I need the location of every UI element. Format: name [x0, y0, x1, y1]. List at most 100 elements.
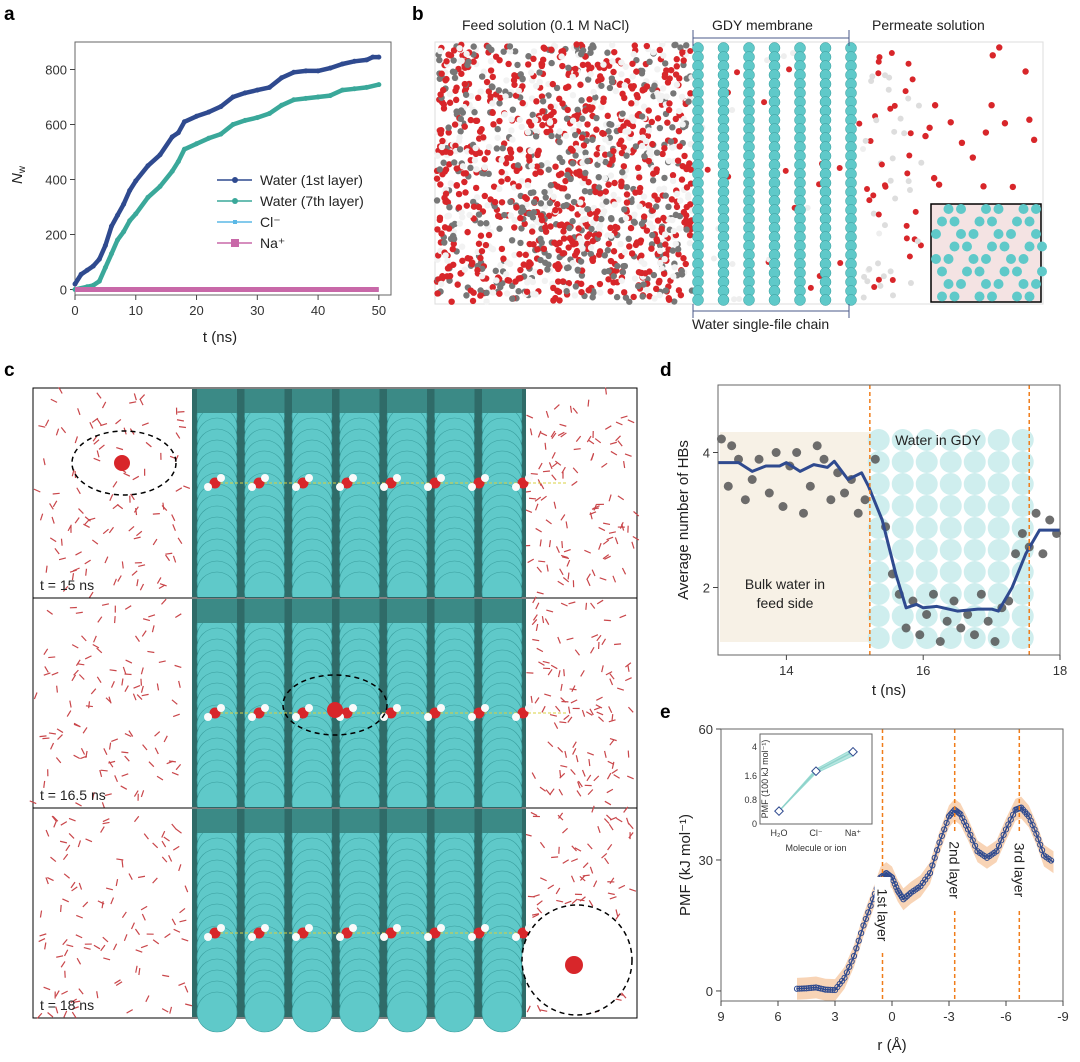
water-atom: [513, 167, 520, 175]
gdy-atom: [386, 991, 428, 1033]
water-atom: [875, 260, 882, 267]
label-mask: [946, 832, 963, 908]
water-bond: [102, 528, 109, 535]
water-bond: [608, 719, 616, 723]
data-point: [938, 832, 945, 840]
water-atom: [687, 47, 694, 54]
water-bond: [132, 475, 140, 481]
gdy-column-top: [387, 599, 427, 623]
gdy-atom: [949, 216, 960, 227]
gdy-backdrop-atom: [939, 517, 962, 539]
data-point: [1033, 830, 1040, 837]
water-bond: [163, 735, 168, 743]
water-atom: [445, 124, 452, 131]
water-atom: [611, 48, 618, 56]
data-point: [72, 281, 78, 287]
water-atom: [516, 146, 524, 153]
water-bond: [133, 536, 141, 540]
data-point: [858, 930, 865, 937]
hydrogen-atom: [305, 704, 313, 712]
water-atom: [502, 159, 510, 167]
water-atom: [556, 128, 563, 135]
data-point: [376, 82, 382, 88]
water-atom: [1001, 120, 1009, 127]
water-atom: [478, 273, 486, 280]
data-point: [829, 986, 836, 994]
water-atom: [614, 224, 621, 231]
data-point: [145, 163, 151, 169]
water-atom: [607, 232, 615, 239]
gdy-backdrop-atom: [915, 473, 938, 495]
water-bond: [48, 656, 56, 659]
hydrogen-atom: [512, 713, 520, 721]
water-bond: [602, 554, 610, 560]
water-atom: [582, 149, 589, 156]
water-atom: [651, 295, 658, 302]
highlight-ellipse: [71, 430, 177, 496]
water-atom: [588, 225, 595, 233]
water-bond: [161, 856, 168, 863]
gdy-atom: [1031, 229, 1041, 239]
water-atom: [504, 175, 511, 183]
water-atom: [483, 220, 490, 227]
water-atom: [677, 44, 684, 51]
scatter-point: [915, 630, 925, 640]
water-bond: [128, 730, 134, 737]
water-atom: [506, 146, 514, 153]
gdy-column-top: [339, 809, 380, 833]
panel-a-ytick-label: 400: [45, 173, 67, 188]
water-atom: [438, 127, 445, 134]
water-bond: [141, 422, 149, 426]
water-atom: [554, 201, 561, 208]
water-bond: [101, 603, 110, 606]
water-atom: [574, 106, 581, 113]
water-bond: [593, 880, 598, 888]
water-atom: [656, 124, 664, 132]
water-atom: [449, 68, 457, 75]
water-bond: [541, 705, 546, 713]
water-atom: [665, 203, 672, 211]
water-atom: [494, 134, 501, 141]
water-atom: [625, 235, 632, 243]
water-bond: [85, 750, 88, 758]
water-bond: [609, 896, 617, 900]
water-atom: [636, 203, 643, 210]
water-atom: [674, 157, 682, 164]
water-bond: [67, 524, 72, 532]
scatter-point: [1038, 549, 1048, 559]
water-atom: [453, 165, 460, 172]
water-atom: [559, 62, 566, 70]
water-atom: [658, 225, 665, 233]
water-atom: [619, 269, 627, 276]
water-bond: [560, 554, 568, 559]
hydrogen-atom: [424, 483, 432, 491]
water-atom: [483, 289, 490, 297]
water-atom: [487, 58, 495, 65]
water-bond: [133, 684, 141, 689]
water-atom: [782, 167, 789, 174]
water-atom: [922, 132, 929, 140]
water-atom: [634, 164, 642, 172]
water-atom: [577, 199, 584, 206]
water-atom: [434, 226, 441, 233]
water-atom: [636, 184, 644, 192]
gdy-backdrop-atom: [939, 473, 962, 495]
water-atom: [458, 243, 466, 250]
water-atom: [684, 163, 692, 171]
water-bond: [585, 711, 593, 716]
water-bond: [96, 418, 102, 426]
water-bond: [570, 875, 575, 883]
water-atom: [864, 185, 871, 192]
water-bond: [74, 436, 78, 444]
water-bond: [151, 625, 155, 633]
water-bond: [39, 910, 43, 918]
data-point: [291, 97, 297, 103]
water-bond: [589, 866, 594, 874]
water-bond: [54, 548, 60, 555]
water-bond: [171, 771, 179, 776]
water-bond: [158, 660, 166, 663]
gdy-backdrop-atom: [963, 517, 986, 539]
water-atom: [876, 230, 883, 237]
gdy-column-top: [197, 389, 237, 413]
water-atom: [686, 239, 694, 247]
